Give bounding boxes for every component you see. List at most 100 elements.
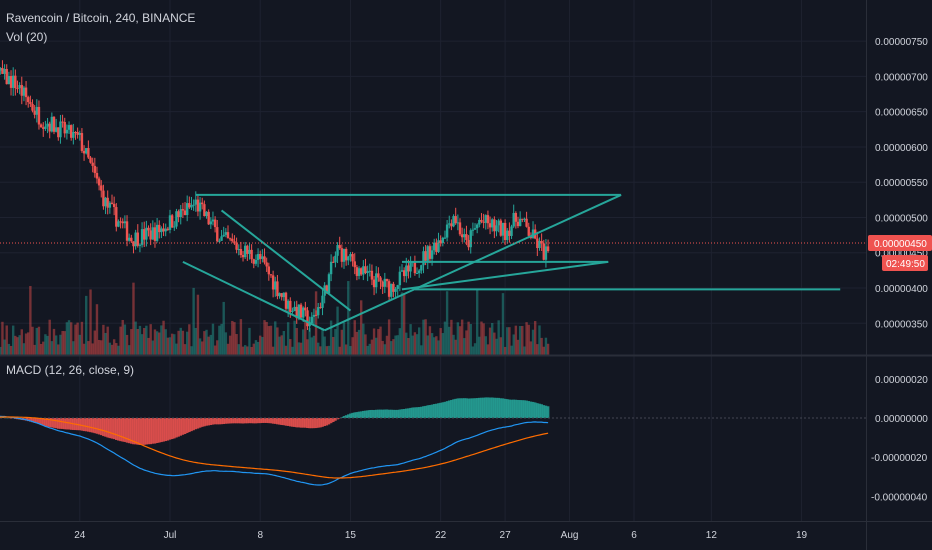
macd-histogram-bar — [220, 418, 223, 425]
volume-bar — [224, 332, 228, 355]
macd-histogram-bar — [510, 399, 513, 418]
macd-histogram-bar — [95, 418, 99, 434]
volume-bar — [417, 327, 421, 355]
price-tick-label: 0.00000650 — [875, 108, 928, 119]
volume-bar — [295, 327, 298, 355]
volume-bar — [80, 321, 84, 355]
time-tick-label: 8 — [257, 530, 263, 541]
macd-histogram-bar — [540, 404, 543, 418]
macd-histogram-bar — [486, 397, 490, 418]
macd-histogram-bar — [209, 418, 213, 426]
macd-histogram-bar — [9, 418, 13, 419]
candle-body — [491, 219, 494, 228]
time-tick-label: 12 — [706, 530, 718, 541]
volume-bar — [127, 345, 131, 355]
macd-histogram-bar — [263, 418, 266, 423]
candle-body — [293, 306, 296, 311]
candle-body — [448, 223, 451, 225]
macd-histogram-bar — [188, 418, 191, 433]
candle-body — [168, 215, 172, 230]
volume-bar — [385, 335, 389, 355]
price-tick-label: 0.00000550 — [875, 178, 928, 189]
volume-bar — [143, 328, 146, 355]
macd-histogram-bar — [269, 418, 273, 424]
macd-legend[interactable]: MACD (12, 26, close, 9) — [6, 363, 134, 377]
volume-bar — [239, 319, 243, 355]
macd-histogram-bar — [52, 418, 56, 428]
volume-bar — [185, 331, 189, 355]
candle-body — [261, 256, 264, 259]
volume-bar — [493, 332, 496, 355]
candle-body — [24, 87, 28, 98]
macd-histogram-bar — [308, 418, 311, 429]
volume-bar — [387, 319, 391, 355]
macd-histogram-bar — [536, 403, 539, 418]
candle-body — [192, 204, 195, 206]
candle-body — [310, 316, 313, 324]
trendline-rising-wedge-lower[interactable] — [401, 260, 609, 291]
macd-histogram-bar — [437, 403, 440, 418]
volume-bar — [140, 334, 144, 355]
volume-bar — [147, 337, 150, 355]
volume-bar — [54, 335, 58, 355]
candle-body — [241, 254, 245, 258]
symbol-title[interactable]: Ravencoin / Bitcoin, 240, BINANCE — [6, 11, 195, 25]
trendline-channel-lower[interactable] — [182, 261, 326, 332]
macd-histogram-bar — [299, 418, 303, 428]
volume-bar — [495, 338, 498, 355]
volume-bar — [59, 334, 62, 355]
candle-body — [409, 262, 412, 272]
macd-histogram-bar — [465, 398, 468, 418]
volume-legend[interactable]: Vol (20) — [6, 30, 47, 44]
volume-bar — [426, 335, 429, 355]
macd-tick-label: -0.00000020 — [871, 453, 928, 464]
candle-body — [271, 275, 275, 290]
macd-histogram-bar — [501, 398, 505, 418]
volume-bar — [460, 319, 464, 355]
volume-bar — [351, 337, 354, 355]
volume-bar — [437, 340, 440, 355]
macd-histogram-bar — [215, 418, 219, 425]
volume-bar — [529, 341, 533, 355]
macd-histogram-bar — [351, 412, 354, 418]
candle-body — [46, 123, 49, 127]
macd-histogram-bar — [48, 418, 52, 428]
price-tick-label: 0.00000600 — [875, 143, 928, 154]
price-tick-label: 0.00000450 — [875, 249, 928, 260]
volume-bar — [503, 346, 507, 355]
macd-histogram-bar — [503, 398, 507, 418]
macd-histogram-bar — [233, 418, 236, 424]
candle-body — [250, 249, 253, 260]
candle-body — [89, 157, 92, 163]
volume-bar — [125, 334, 129, 355]
candle-body — [151, 227, 155, 240]
volume-bar — [241, 346, 245, 355]
trendline-channel-upper[interactable] — [220, 209, 352, 312]
macd-histogram-bar — [117, 418, 120, 441]
volume-bar — [35, 327, 39, 355]
macd-axis[interactable]: 0.00000020 0.00000000 -0.00000020 -0.000000… — [871, 375, 928, 504]
macd-histogram-bar — [91, 418, 94, 433]
volume-bar — [57, 344, 60, 355]
macd-histogram-bar — [175, 418, 178, 438]
price-axis[interactable]: 0.00000750 0.00000700 0.00000650 0.00000600… — [875, 37, 928, 330]
volume-bar — [261, 336, 264, 355]
volume-bar — [362, 323, 365, 355]
candle-body — [33, 110, 36, 115]
macd-histogram-bar — [432, 404, 436, 418]
volume-bar — [123, 324, 127, 355]
candle-body — [0, 68, 2, 71]
candle-body — [317, 307, 320, 316]
volume-bar — [407, 338, 410, 355]
candle-body — [516, 221, 520, 227]
time-axis[interactable]: 1724Jul8152227Aug61219 — [0, 530, 808, 541]
volume-bar — [501, 293, 505, 355]
candle-body — [312, 314, 316, 317]
macd-histogram-bar — [544, 405, 548, 418]
candle-body — [390, 283, 393, 297]
candle-body — [125, 221, 129, 241]
macd-histogram-bar — [284, 418, 288, 426]
price-tick-label: 0.00000500 — [875, 213, 928, 224]
volume-bar — [209, 334, 213, 355]
macd-histogram-bar — [445, 401, 449, 418]
